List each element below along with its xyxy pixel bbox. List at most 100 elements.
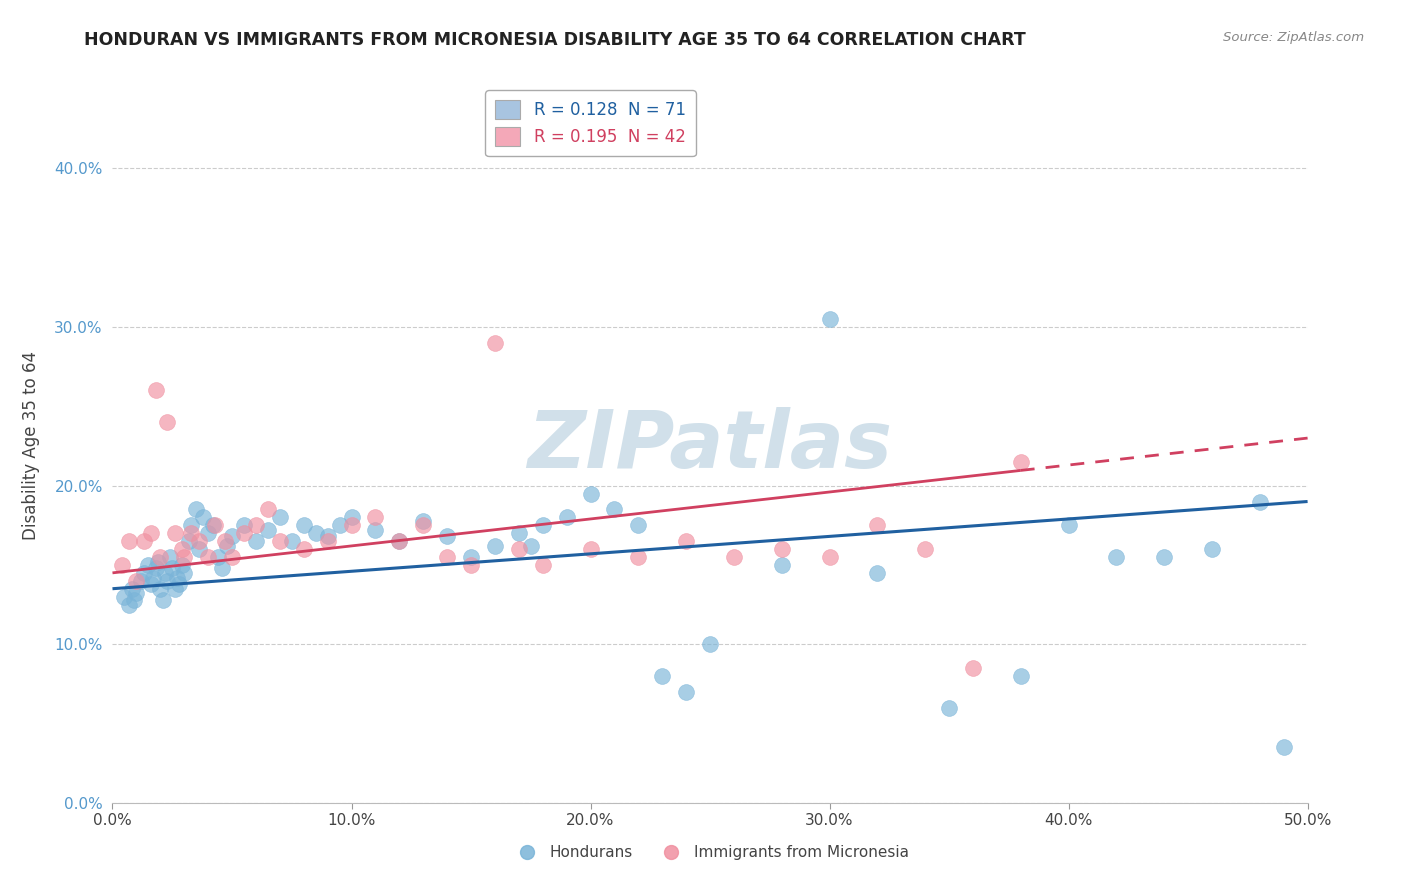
Point (197, 549, 219, 564)
Point (125, 574, 148, 588)
Point (436, 529, 458, 543)
Point (1153, 549, 1175, 564)
Point (118, 598, 141, 612)
Point (329, 518, 352, 533)
Point (579, 486, 602, 500)
Point (436, 549, 458, 564)
Point (531, 558, 554, 572)
Point (508, 526, 530, 541)
Point (555, 510, 578, 524)
Point (145, 561, 167, 575)
Point (531, 518, 554, 533)
Point (170, 542, 193, 557)
Point (292, 542, 315, 557)
Point (156, 574, 179, 588)
Point (118, 534, 141, 549)
Point (169, 577, 191, 591)
Point (818, 312, 841, 326)
Point (364, 523, 387, 537)
Point (145, 384, 167, 398)
Point (139, 577, 162, 591)
Point (292, 518, 315, 533)
Point (186, 502, 208, 516)
Point (163, 526, 186, 541)
Point (122, 592, 145, 607)
Point (770, 542, 793, 557)
Point (142, 571, 165, 585)
Point (1057, 518, 1080, 533)
Point (193, 510, 215, 524)
Point (305, 526, 328, 541)
Point (173, 566, 195, 580)
Point (114, 590, 135, 604)
Point (388, 534, 411, 549)
Point (269, 534, 291, 549)
Point (201, 518, 224, 533)
Point (211, 561, 233, 575)
Point (914, 542, 936, 557)
Point (132, 566, 155, 580)
Point (245, 534, 267, 549)
Point (170, 558, 193, 572)
Point (187, 534, 209, 549)
Point (146, 555, 169, 569)
Point (699, 637, 721, 651)
Point (149, 582, 172, 596)
Point (180, 518, 202, 533)
Point (818, 549, 841, 564)
Point (163, 582, 186, 596)
Point (111, 558, 134, 572)
Text: HONDURAN VS IMMIGRANTS FROM MICRONESIA DISABILITY AGE 35 TO 64 CORRELATION CHART: HONDURAN VS IMMIGRANTS FROM MICRONESIA D… (84, 31, 1026, 49)
Point (1201, 542, 1223, 557)
Point (217, 539, 239, 553)
Point (508, 542, 530, 557)
Point (132, 534, 155, 549)
Point (866, 518, 889, 533)
Point (316, 529, 339, 543)
Point (1105, 549, 1128, 564)
Point (204, 518, 226, 533)
Point (187, 542, 209, 557)
Point (149, 549, 172, 564)
Point (723, 549, 745, 564)
Point (340, 518, 363, 533)
Point (675, 534, 697, 549)
Point (166, 571, 188, 585)
Point (770, 558, 793, 572)
Point (257, 502, 280, 516)
Text: ZIPatlas: ZIPatlas (527, 407, 893, 485)
Point (460, 558, 482, 572)
Point (1010, 455, 1032, 469)
Point (579, 542, 602, 557)
Text: Source: ZipAtlas.com: Source: ZipAtlas.com (1223, 31, 1364, 45)
Point (412, 514, 434, 528)
Point (156, 415, 179, 429)
Point (866, 566, 889, 580)
Point (233, 518, 256, 533)
Point (125, 586, 148, 600)
Point (159, 549, 181, 564)
Point (520, 539, 543, 553)
Point (412, 518, 434, 533)
Point (180, 526, 202, 541)
Point (962, 661, 984, 675)
Point (153, 566, 176, 580)
Point (121, 582, 143, 596)
Point (138, 558, 160, 572)
Point (627, 518, 650, 533)
Point (627, 549, 650, 564)
Point (651, 669, 673, 683)
Point (388, 534, 411, 549)
Point (484, 335, 506, 350)
Point (197, 526, 219, 541)
Point (484, 539, 506, 553)
Point (152, 592, 174, 607)
Point (177, 534, 200, 549)
Legend: Hondurans, Immigrants from Micronesia: Hondurans, Immigrants from Micronesia (505, 839, 915, 866)
Point (364, 510, 387, 524)
Point (1010, 669, 1032, 683)
Point (269, 510, 291, 524)
Point (173, 549, 195, 564)
Point (214, 534, 236, 549)
Point (207, 549, 229, 564)
